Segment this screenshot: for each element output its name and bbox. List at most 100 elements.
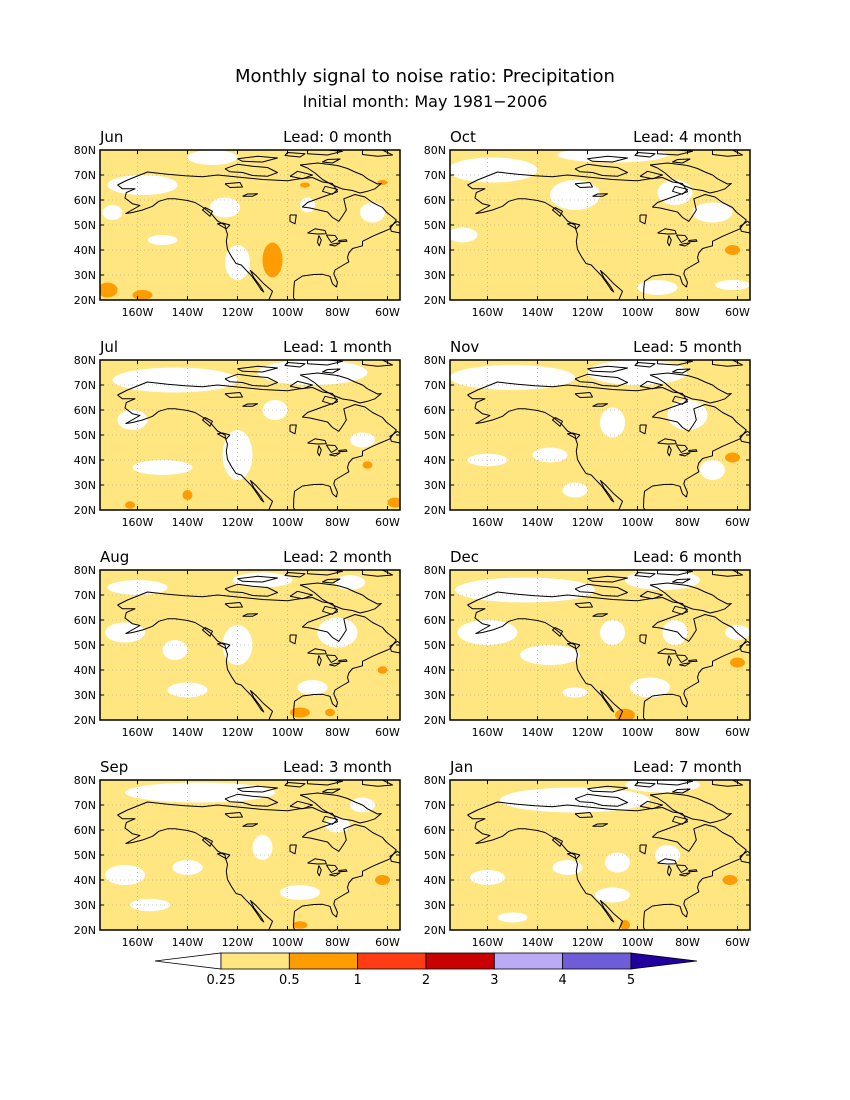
shading-contour-low: [105, 865, 145, 885]
coastline: [322, 158, 341, 164]
shading-contour-low: [132, 460, 193, 475]
coastline: [567, 222, 581, 230]
coastline: [672, 395, 688, 405]
coastline: [739, 850, 750, 864]
shading-contour-low: [317, 617, 358, 648]
lat-tick-label: 20N: [424, 924, 446, 937]
colorbar-box: [288, 952, 359, 970]
lon-tick-label: 160W: [472, 516, 504, 529]
coastline: [657, 228, 677, 235]
lat-tick-label: 70N: [74, 379, 96, 392]
coastline: [307, 570, 343, 576]
coastline: [675, 444, 688, 453]
lon-tick-label: 60W: [725, 936, 750, 949]
coastline: [217, 222, 231, 230]
coastline: [117, 604, 273, 720]
coastline: [289, 424, 297, 435]
lon-tick-label: 80W: [675, 516, 700, 529]
coastline: [329, 662, 341, 667]
shading-contour-low: [550, 180, 600, 210]
coastline: [362, 780, 393, 787]
coastline: [574, 583, 628, 597]
colorbar-label: 1: [354, 973, 362, 988]
shading-contour-low: [162, 640, 188, 660]
coastline: [587, 365, 628, 373]
coastline: [242, 193, 258, 197]
shading-contour-low: [262, 400, 288, 420]
shading-contour-low: [562, 482, 588, 498]
lat-tick-label: 30N: [424, 899, 446, 912]
map-field: [450, 780, 750, 930]
shading-contour-high: [725, 245, 740, 255]
lon-tick-label: 120W: [572, 306, 604, 319]
lon-tick-label: 140W: [522, 936, 554, 949]
shading-contour-high: [100, 282, 118, 298]
coastline: [224, 163, 278, 177]
shading-contour-low: [457, 620, 518, 645]
coastline: [284, 152, 306, 158]
lat-tick-label: 70N: [74, 799, 96, 812]
lon-tick-label: 160W: [472, 306, 504, 319]
lat-tick-label: 70N: [424, 799, 446, 812]
map-field: [100, 780, 400, 930]
map-field: [100, 360, 400, 510]
coastline: [574, 373, 628, 387]
shading-contour-high: [362, 461, 373, 469]
coastline: [672, 158, 691, 164]
lat-tick-label: 50N: [74, 849, 96, 862]
shading-contour-low: [187, 150, 238, 165]
coastline: [712, 360, 743, 367]
shading-contour-low: [107, 580, 168, 595]
map-panel: 20N 30N 40N 50N 60N 70N 80N 160W 140W 120W 100W 80W…: [424, 758, 751, 949]
colorbar: 0.25 0.5 1 2 3 4 5: [154, 952, 698, 988]
coastline: [552, 837, 563, 847]
colorbar-label: 0.25: [207, 973, 236, 988]
coastline: [322, 788, 341, 794]
coastline: [592, 403, 608, 407]
coastline: [672, 788, 691, 794]
shading-contour-low: [280, 885, 320, 900]
coastline: [317, 655, 322, 667]
lat-tick-label: 50N: [74, 219, 96, 232]
shading-contour-high: [375, 875, 390, 885]
shading-contour-high: [620, 920, 630, 930]
panel-month: Sep: [100, 758, 128, 776]
coastline: [587, 155, 628, 163]
coastline: [679, 662, 691, 667]
coastline: [117, 394, 273, 510]
shading-contour-high: [325, 708, 335, 717]
coastline: [307, 780, 343, 786]
lat-tick-label: 70N: [424, 589, 446, 602]
coastline: [679, 452, 691, 457]
coastline: [567, 852, 581, 860]
lon-tick-label: 120W: [222, 936, 254, 949]
map-panel: 20N 30N 40N 50N 60N 70N 80N 160W 140W 120W 100W 80W…: [74, 758, 401, 949]
lon-tick-label: 160W: [122, 306, 154, 319]
coastline: [224, 392, 243, 398]
coastline: [317, 865, 322, 877]
lon-tick-label: 60W: [725, 516, 750, 529]
lat-tick-label: 30N: [424, 269, 446, 282]
shading-contour-low: [630, 677, 670, 698]
coastline: [217, 432, 231, 440]
shading-contour-low: [107, 175, 178, 195]
panel-month: Dec: [450, 548, 479, 566]
lon-tick-label: 60W: [375, 936, 400, 949]
coastline: [322, 368, 341, 374]
shading-contour-low: [562, 687, 588, 698]
coastline: [389, 640, 400, 654]
coastline: [325, 654, 338, 663]
coastline: [317, 445, 322, 457]
shading-contour-low: [222, 430, 253, 480]
coastline: [567, 432, 581, 440]
coastline: [675, 864, 688, 873]
lat-tick-label: 50N: [424, 639, 446, 652]
coastline: [322, 815, 338, 825]
shading-contour-low: [360, 202, 385, 223]
coastline: [202, 417, 213, 427]
colorbar-label: 0.5: [279, 973, 300, 988]
lat-tick-label: 80N: [424, 774, 446, 787]
coastline: [224, 583, 278, 597]
coastline: [329, 242, 341, 247]
